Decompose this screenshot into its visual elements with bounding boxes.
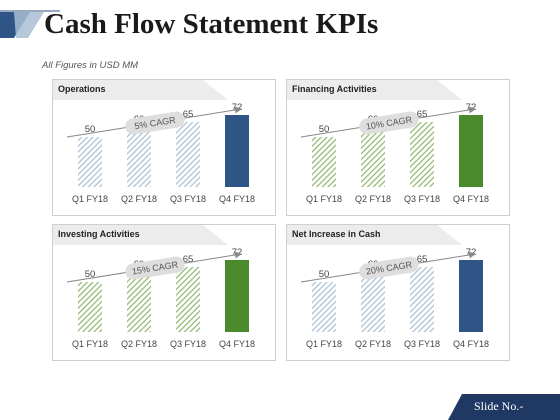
bar-value-label: 65 (417, 109, 428, 120)
bar-value-label: 65 (183, 109, 194, 120)
panel-title: Investing Activities (58, 229, 140, 239)
bar (127, 127, 151, 187)
bar (225, 260, 249, 332)
title-decoration (0, 10, 60, 38)
panel-header (287, 225, 462, 245)
bar (410, 122, 434, 187)
bar (78, 137, 102, 187)
category-label: Q3 FY18 (170, 194, 206, 204)
category-label: Q2 FY18 (355, 339, 391, 349)
bar (127, 272, 151, 332)
bar (410, 267, 434, 332)
bar (312, 282, 336, 332)
bar-value-label: 50 (85, 124, 96, 135)
bar (361, 272, 385, 332)
bar (459, 115, 483, 187)
bar (361, 127, 385, 187)
cagr-badge (359, 111, 419, 135)
page-subtitle: All Figures in USD MM (42, 60, 139, 71)
bar (225, 115, 249, 187)
panel-header (53, 80, 228, 100)
bar (459, 260, 483, 332)
bar-value-label: 65 (183, 254, 194, 265)
category-label: Q4 FY18 (453, 339, 489, 349)
page-title: Cash Flow Statement KPIs (44, 8, 379, 40)
bar-value-label: 72 (232, 102, 243, 113)
category-label: Q4 FY18 (453, 194, 489, 204)
panel-title: Net Increase in Cash (292, 229, 381, 239)
bar (176, 267, 200, 332)
cagr-badge (359, 256, 419, 280)
panel-title: Financing Activities (292, 84, 377, 94)
footer-band (448, 394, 560, 420)
bar-value-label: 65 (417, 254, 428, 265)
category-label: Q1 FY18 (306, 339, 342, 349)
panel-header (287, 80, 462, 100)
category-label: Q2 FY18 (121, 339, 157, 349)
category-label: Q2 FY18 (355, 194, 391, 204)
category-label: Q3 FY18 (170, 339, 206, 349)
bar-value-label: 72 (232, 247, 243, 258)
category-label: Q3 FY18 (404, 194, 440, 204)
bar (312, 137, 336, 187)
category-label: Q1 FY18 (72, 194, 108, 204)
panel-header (53, 225, 228, 245)
category-label: Q1 FY18 (306, 194, 342, 204)
slide-number-label: Slide No.- (474, 399, 524, 413)
bar-value-label: 50 (85, 269, 96, 280)
category-label: Q4 FY18 (219, 194, 255, 204)
cagr-badge (125, 256, 185, 280)
bar-value-label: 50 (319, 124, 330, 135)
category-label: Q2 FY18 (121, 194, 157, 204)
bar-value-label: 72 (466, 102, 477, 113)
cagr-badge (125, 111, 185, 135)
panel-title: Operations (58, 84, 106, 94)
category-label: Q4 FY18 (219, 339, 255, 349)
bar-value-label: 50 (319, 269, 330, 280)
bar-value-label: 72 (466, 247, 477, 258)
bar (78, 282, 102, 332)
bar (176, 122, 200, 187)
category-label: Q1 FY18 (72, 339, 108, 349)
category-label: Q3 FY18 (404, 339, 440, 349)
